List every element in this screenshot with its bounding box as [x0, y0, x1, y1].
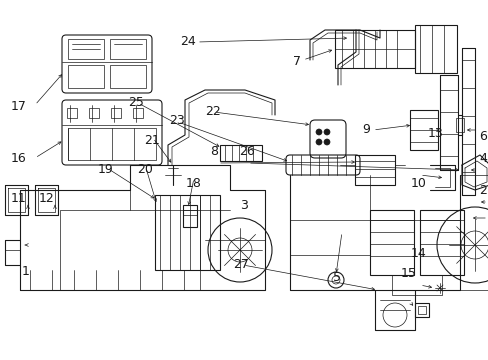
Bar [409, 110, 437, 150]
Bar [414, 25, 456, 73]
Bar [455, 118, 463, 132]
Text: 14: 14 [410, 247, 426, 260]
Text: 10: 10 [410, 177, 426, 190]
Bar [133, 108, 142, 118]
Text: 4: 4 [478, 152, 486, 165]
Circle shape [324, 129, 329, 135]
Bar [110, 65, 146, 88]
Text: 13: 13 [427, 127, 443, 140]
Text: 26: 26 [239, 145, 255, 158]
Text: 6: 6 [478, 130, 486, 143]
Bar [68, 65, 104, 88]
Text: 5: 5 [332, 271, 340, 284]
Text: 9: 9 [361, 123, 369, 136]
Text: 16: 16 [11, 152, 27, 165]
Text: 12: 12 [39, 192, 54, 204]
Text: 17: 17 [11, 100, 27, 113]
Text: 1: 1 [21, 265, 29, 278]
Bar [68, 39, 104, 59]
Text: 8: 8 [210, 145, 218, 158]
Bar [111, 108, 121, 118]
Circle shape [315, 129, 321, 135]
Text: 27: 27 [233, 258, 248, 271]
Text: 24: 24 [180, 35, 196, 48]
Bar [155, 195, 220, 270]
Bar [89, 108, 99, 118]
Text: 2: 2 [478, 184, 486, 197]
Text: 23: 23 [168, 114, 184, 127]
Bar [369, 210, 413, 275]
Bar [220, 145, 262, 161]
Text: 11: 11 [11, 192, 26, 204]
Text: 3: 3 [240, 199, 248, 212]
Bar [334, 30, 414, 68]
Bar [67, 108, 77, 118]
Bar [183, 205, 197, 227]
Bar [414, 303, 428, 317]
Text: 7: 7 [293, 55, 301, 68]
Bar [354, 155, 394, 185]
Circle shape [315, 139, 321, 145]
Text: 20: 20 [137, 163, 152, 176]
Bar [417, 306, 425, 314]
Text: 19: 19 [98, 163, 113, 176]
Text: 18: 18 [185, 177, 201, 190]
Text: 15: 15 [400, 267, 416, 280]
Text: 22: 22 [205, 105, 221, 118]
Circle shape [324, 139, 329, 145]
Text: 25: 25 [128, 96, 143, 109]
Bar [68, 128, 156, 160]
Bar [419, 210, 463, 275]
Bar [110, 39, 146, 59]
Text: 21: 21 [144, 134, 160, 147]
